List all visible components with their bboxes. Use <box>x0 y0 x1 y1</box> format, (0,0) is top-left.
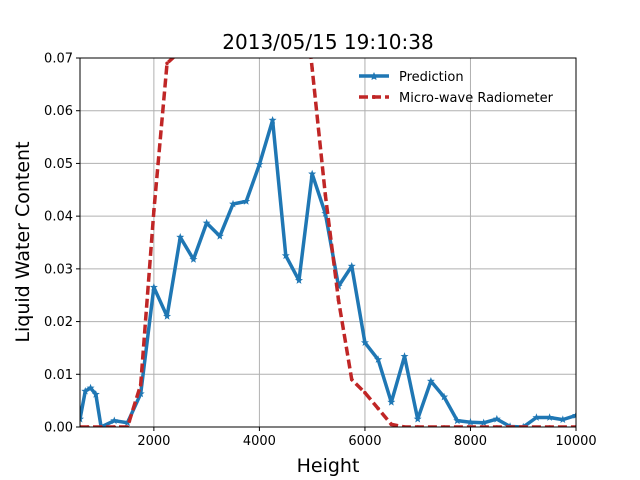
y-tick-label: 0.06 <box>44 104 73 119</box>
data-point-prediction <box>374 355 383 363</box>
data-point-prediction <box>413 414 422 423</box>
x-tick-label: 2000 <box>137 434 170 449</box>
data-point-prediction <box>308 169 317 178</box>
data-point-micro-wave-radiometer <box>165 61 169 66</box>
data-point-prediction <box>466 418 475 426</box>
data-point-micro-wave-radiometer <box>323 193 328 197</box>
data-point-prediction <box>91 390 100 398</box>
data-point-prediction <box>294 276 303 284</box>
data-point-prediction <box>136 389 145 398</box>
data-point-prediction <box>558 415 567 424</box>
y-tick-label: 0.04 <box>44 210 73 225</box>
data-point-micro-wave-radiometer <box>363 390 367 395</box>
data-point-prediction <box>281 251 290 260</box>
data-point-prediction <box>440 392 449 401</box>
x-tick-label: 10000 <box>555 434 596 449</box>
y-tick-label: 0.02 <box>44 315 73 330</box>
data-point-prediction <box>215 231 224 240</box>
axis-ticks: 2000 4000 6000 8000 10000 0.00 0.01 0.02 0.03 0.0… <box>44 52 597 450</box>
data-point-prediction <box>321 209 330 217</box>
series-layer <box>80 58 576 427</box>
plot-area <box>80 58 576 427</box>
data-point-prediction <box>86 383 95 392</box>
data-point-micro-wave-radiometer <box>310 66 314 71</box>
data-point-prediction <box>532 413 541 421</box>
y-tick-label: 0.01 <box>44 368 73 383</box>
y-tick-label: 0.05 <box>44 157 73 172</box>
chart-title: 2013/05/15 19:10:38 <box>222 30 433 54</box>
data-point-prediction <box>110 416 119 425</box>
data-point-micro-wave-radiometer <box>152 209 156 213</box>
data-point-prediction <box>479 418 488 427</box>
data-point-prediction <box>400 352 409 360</box>
y-tick-label: 0.07 <box>44 52 73 67</box>
data-point-prediction <box>387 398 396 406</box>
data-point-prediction <box>453 416 462 425</box>
data-point-prediction <box>242 197 251 205</box>
data-point-prediction <box>572 411 576 419</box>
x-tick-label: 6000 <box>348 434 381 449</box>
data-point-micro-wave-radiometer <box>336 298 341 303</box>
data-point-micro-wave-radiometer <box>138 383 143 387</box>
data-point-prediction <box>229 199 238 208</box>
x-axis-title: Height <box>297 455 360 477</box>
legend-marker-prediction <box>370 72 378 80</box>
data-point-prediction <box>176 233 185 241</box>
legend-marker-radiometer <box>372 95 376 99</box>
legend-label-prediction: Prediction <box>399 70 464 85</box>
legend: Prediction Micro-wave Radiometer <box>359 70 554 106</box>
data-point-prediction <box>545 413 554 421</box>
data-point-micro-wave-radiometer <box>349 377 354 382</box>
data-point-prediction <box>149 283 158 291</box>
data-point-prediction <box>334 282 343 290</box>
data-point-prediction <box>81 386 90 395</box>
data-point-prediction <box>189 255 198 263</box>
data-point-prediction <box>360 338 369 347</box>
data-point-prediction <box>202 218 211 227</box>
data-point-micro-wave-radiometer <box>389 422 394 427</box>
series-line-micro-wave-radiometer <box>80 58 576 427</box>
data-point-prediction <box>163 312 172 320</box>
data-point-prediction <box>268 116 277 124</box>
data-point-prediction <box>123 418 132 427</box>
data-point-micro-wave-radiometer <box>376 406 380 411</box>
x-tick-label: 8000 <box>454 434 487 449</box>
data-point-prediction <box>492 414 501 423</box>
data-point-prediction <box>426 376 435 385</box>
data-point-prediction <box>347 262 356 270</box>
x-tick-label: 4000 <box>243 434 276 449</box>
plot-frame <box>79 57 577 428</box>
legend-label-radiometer: Micro-wave Radiometer <box>399 91 554 106</box>
data-point-prediction <box>255 160 264 168</box>
y-tick-label: 0.03 <box>44 262 73 277</box>
data-point-prediction <box>80 414 84 423</box>
y-axis-title: Liquid Water Content <box>12 141 34 342</box>
y-tick-label: 0.00 <box>44 421 73 436</box>
